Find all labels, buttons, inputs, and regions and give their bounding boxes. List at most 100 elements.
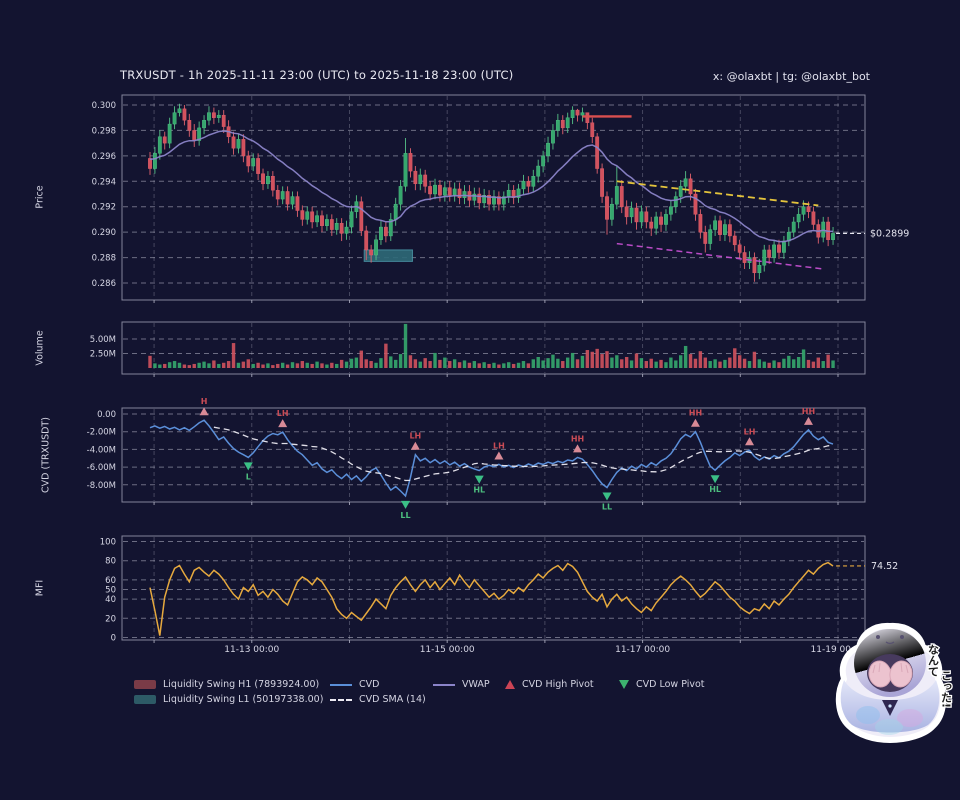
liquidity-swing-l1-box xyxy=(363,249,413,262)
cvd-high-pivot-marker xyxy=(573,444,583,453)
y-tick-label: -4.00M xyxy=(87,445,116,455)
cvd-high-pivot-marker xyxy=(278,419,288,428)
y-tick-label: 0.286 xyxy=(92,279,116,289)
pivot-label: L xyxy=(246,472,251,481)
y-tick-label: 0.288 xyxy=(92,254,116,264)
triangle-up-swatch-icon xyxy=(505,680,515,689)
y-tick-label: 0.294 xyxy=(92,177,116,187)
legend-item: CVD Low Pivot xyxy=(619,679,705,690)
pivot-label: LL xyxy=(400,511,410,520)
x-tick-label: 11-15 00:00 xyxy=(420,645,475,655)
mfi-line xyxy=(149,561,834,636)
pivot-label: HL xyxy=(709,485,721,494)
cvd-high-pivot-marker xyxy=(410,441,420,450)
mascot-figure xyxy=(835,622,947,743)
y-tick-label: -6.00M xyxy=(87,463,116,473)
cvd-low-pivot-marker xyxy=(474,475,484,484)
cape-sheen-cyan xyxy=(875,719,903,735)
pivot-label: HH xyxy=(571,434,584,443)
y-tick-label: -2.00M xyxy=(87,428,116,438)
y-tick-label: 5.00M xyxy=(90,335,116,345)
legend-label: Liquidity Swing H1 (7893924.00) xyxy=(163,679,320,690)
credit-text: x: @olaxbt | tg: @olaxbt_bot xyxy=(712,70,870,83)
hood-mouth xyxy=(885,641,895,645)
y-tick-label: 20 xyxy=(105,614,116,624)
y-tick-label: 50 xyxy=(105,586,116,596)
legend-item: CVD SMA (14) xyxy=(330,694,426,705)
hood-eye-left xyxy=(876,635,880,639)
pivot-label: LH xyxy=(493,441,505,450)
pivot-label: LL xyxy=(602,502,612,511)
cvd-low-pivot-marker xyxy=(710,475,720,484)
collar xyxy=(882,700,898,716)
line-swatch-icon xyxy=(330,683,352,686)
line-swatch-icon xyxy=(433,683,455,686)
mfi-level-label: 74.52 xyxy=(871,561,898,572)
cvd-high-pivot-marker xyxy=(199,407,209,416)
patch-swatch-icon xyxy=(134,680,156,689)
cape-sheen-pink xyxy=(897,709,923,727)
y-tick-label: 80 xyxy=(105,557,116,567)
hood-eye-right xyxy=(900,635,904,639)
y-tick-label: 40 xyxy=(105,595,116,605)
legend-item: Liquidity Swing H1 (7893924.00) xyxy=(134,679,319,690)
volume-bars xyxy=(148,323,835,368)
cvd-low-pivot-marker xyxy=(401,500,411,509)
legend-label: CVD xyxy=(359,679,380,690)
y-tick-label: 0.296 xyxy=(92,152,116,162)
pivot-label: HH xyxy=(689,409,702,418)
patch-swatch-icon xyxy=(134,695,156,704)
y-tick-label: -8.00M xyxy=(87,481,116,491)
pivot-label: LH xyxy=(277,409,289,418)
x-tick-label: 11-17 00:00 xyxy=(615,645,670,655)
cvd-high-pivot-marker xyxy=(494,451,504,460)
cape-sheen-blue xyxy=(856,706,880,724)
y-tick-label: 0.300 xyxy=(92,101,116,111)
cvd-low-pivot-marker xyxy=(243,462,253,471)
legend-label: CVD Low Pivot xyxy=(636,679,705,690)
cvd-line xyxy=(149,419,834,498)
dashed-swatch-icon xyxy=(330,698,352,701)
chart-title: TRXUSDT - 1h 2025-11-11 23:00 (UTC) to 2… xyxy=(120,68,514,82)
pivot-label: LH xyxy=(409,432,421,441)
y-tick-label: 2.50M xyxy=(90,350,116,360)
legend-label: Liquidity Swing L1 (50197338.00) xyxy=(163,694,324,705)
cvd-sma-line xyxy=(213,426,834,482)
legend-label: CVD High Pivot xyxy=(522,679,594,690)
y-tick-label: 0.298 xyxy=(92,126,116,136)
upper-trendline xyxy=(616,180,819,207)
cvd-high-pivot-marker xyxy=(803,416,813,425)
y-tick-label: 0.290 xyxy=(92,228,116,238)
mascot-text-line1: なんて xyxy=(927,644,940,677)
pivot-label: LH xyxy=(744,427,756,436)
cvd-high-pivot-marker xyxy=(690,418,700,427)
legend-item: Liquidity Swing L1 (50197338.00) xyxy=(134,694,323,705)
legend-item: VWAP xyxy=(433,679,490,690)
cvd-high-pivot-marker xyxy=(745,437,755,446)
triangle-down-swatch-icon xyxy=(619,680,629,689)
y-tick-label: 0.00 xyxy=(97,410,116,420)
y-tick-label: 100 xyxy=(100,538,116,548)
price-panel: 0.300 0.298 0.296 0.294 0.292 0.290 0.288 0.286 xyxy=(92,94,866,303)
hand-fingers xyxy=(872,662,909,674)
legend-item: CVD High Pivot xyxy=(505,679,594,690)
collar-star xyxy=(888,704,892,708)
x-tick-label: 11-13 00:00 xyxy=(224,645,279,655)
candles-layer xyxy=(148,103,835,282)
y-tick-label: 0 xyxy=(111,634,116,644)
x-tick-label: 11-19 00:00 xyxy=(811,645,866,655)
cvd-low-pivot-marker xyxy=(602,492,612,501)
lower-trendline xyxy=(616,242,824,270)
last-price-label: $0.2899 xyxy=(870,228,909,239)
pivot-label: HL xyxy=(473,486,485,495)
mascot-text-line2: こった! xyxy=(940,670,953,708)
legend-label: CVD SMA (14) xyxy=(359,694,426,705)
legend-label: VWAP xyxy=(462,679,490,690)
pivot-label: H xyxy=(201,397,208,406)
pivot-label: HH xyxy=(802,407,815,416)
volume-panel: 5.00M 2.50M xyxy=(90,321,866,377)
